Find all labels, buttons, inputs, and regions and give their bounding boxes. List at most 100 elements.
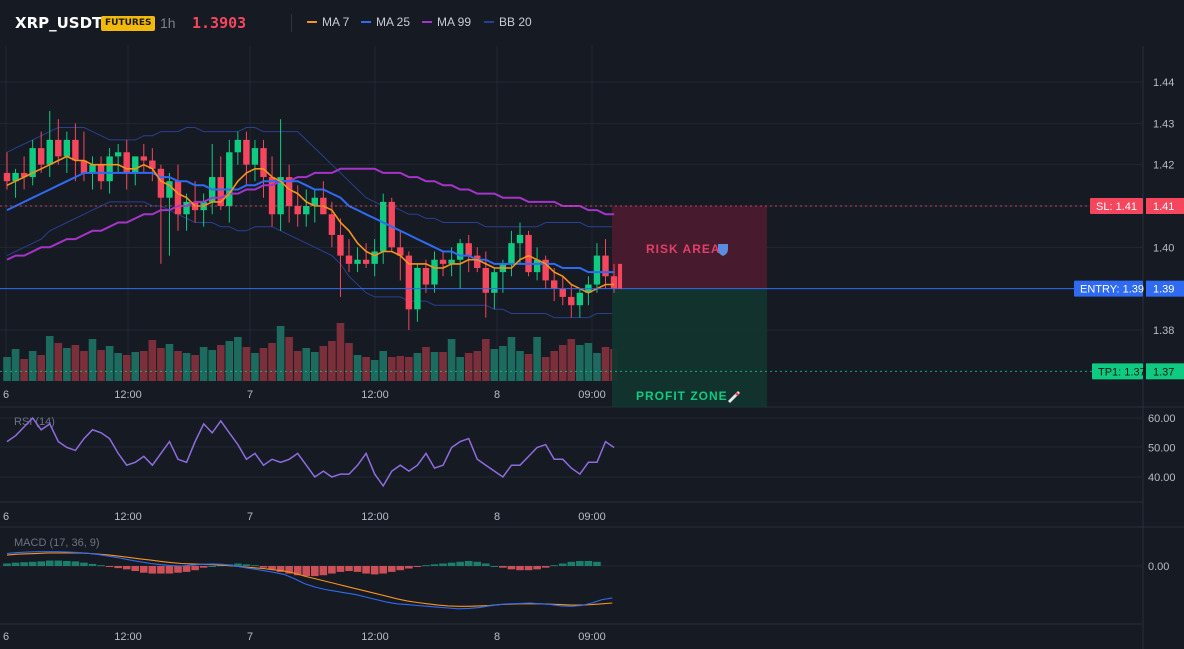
macd-histogram-bar — [593, 561, 601, 566]
rocket-window — [735, 392, 739, 396]
volume-bar — [140, 351, 148, 381]
time-tick-label: 6 — [3, 389, 9, 401]
candle-body — [371, 251, 378, 264]
volume-bar — [293, 351, 302, 381]
macd-histogram-bar — [353, 566, 362, 572]
volume-bar — [336, 323, 345, 381]
macd-histogram-bar — [45, 560, 54, 566]
rsi-tick-label: 50.00 — [1148, 443, 1176, 455]
macd-histogram-bar — [550, 565, 558, 567]
chart-header: XRP_USDT FUTURES 1h 1.3903 MA 7 MA 25 MA… — [0, 0, 1184, 46]
sl-label-bg — [1090, 198, 1143, 214]
volume-bar — [353, 355, 362, 381]
macd-histogram-bar — [20, 562, 28, 566]
candle-body — [12, 172, 19, 182]
volume-bar — [370, 360, 379, 381]
candle-body — [157, 168, 165, 198]
volume-bar — [447, 339, 456, 381]
axes: 1.38 1.39 1.40 1.41 1.42 1.43 1.44 6 12:00 7 12:00… — [3, 77, 1174, 643]
last-price: 1.3903 — [192, 14, 247, 32]
legend-bb20[interactable]: BB 20 — [484, 15, 532, 29]
macd-histogram-bar — [131, 566, 140, 572]
level-labels: SL: 1.41 1.41 ENTRY: 1.39 1.39 TP1: 1.37 1.37 — [618, 198, 1184, 380]
macd-histogram-bar — [11, 562, 20, 566]
macd-histogram-bar — [558, 563, 567, 566]
candle-body — [303, 206, 310, 215]
candle-body — [166, 181, 173, 198]
macd-histogram-bar — [524, 566, 533, 571]
candle-body — [234, 139, 242, 153]
candle-body — [268, 177, 276, 215]
rsi-line — [6, 416, 615, 488]
legend-ma99-swatch — [422, 21, 432, 23]
volume-bar — [191, 355, 199, 381]
time-tick-label: 09:00 — [578, 389, 606, 401]
candle-body — [345, 255, 353, 264]
macd-histogram-bar — [285, 566, 293, 574]
volume-bar — [105, 346, 114, 381]
candle-body — [29, 148, 36, 178]
legend-ma99[interactable]: MA 99 — [422, 15, 471, 29]
macd-histogram-bar — [182, 566, 191, 572]
current-price-marker — [618, 263, 623, 289]
futures-badge: FUTURES — [101, 16, 156, 31]
macd-histogram-bar — [482, 563, 490, 566]
candle-body — [226, 152, 233, 206]
macd-histogram-bar — [3, 563, 11, 566]
candle-body — [251, 148, 259, 165]
volume-bar — [114, 353, 122, 381]
macd-histogram-bar — [174, 566, 182, 573]
time-tick-label: 12:00 — [361, 389, 389, 401]
rsi-tick-label: 60.00 — [1148, 413, 1176, 425]
macd-histogram-bar — [208, 566, 216, 567]
rsi-pane: RSI (14) 60.00 50.00 40.00 — [6, 413, 1176, 488]
volume-bar — [387, 357, 396, 381]
candle-body — [3, 172, 11, 182]
volume-bar — [131, 352, 140, 381]
macd-line — [6, 551, 613, 610]
candle-body — [516, 234, 524, 244]
volume-bar — [259, 348, 268, 381]
candle-body — [20, 172, 28, 178]
candle-body — [362, 259, 370, 264]
candle-body — [474, 255, 481, 268]
entry-label-bg — [1074, 280, 1143, 297]
candle-body — [439, 259, 447, 264]
time-tick-label: 7 — [247, 511, 253, 523]
volume-bar — [234, 337, 242, 381]
volume-bar — [541, 357, 550, 381]
volume-bar — [242, 347, 251, 381]
volume-bar — [524, 354, 533, 381]
candle-body — [551, 280, 558, 289]
rsi-tick-label: 40.00 — [1148, 472, 1176, 484]
legend-ma25[interactable]: MA 25 — [361, 15, 410, 29]
tp-price-tag-bg — [1146, 363, 1184, 380]
candle-body — [559, 288, 566, 297]
risk-area-label: RISK AREA — [646, 242, 721, 256]
volume-bar — [550, 351, 558, 381]
volume-bar — [422, 347, 430, 381]
symbol-name[interactable]: XRP_USDT — [15, 14, 103, 32]
macd-histogram-bar — [362, 566, 370, 574]
candle-body — [456, 243, 464, 260]
macd-histogram-bar — [319, 566, 328, 576]
ma25-line — [6, 171, 615, 274]
volume-bar — [88, 339, 97, 381]
macd-pane: MACD (17, 36, 9) 0.00 — [3, 537, 1169, 610]
legend-ma7[interactable]: MA 7 — [307, 15, 349, 29]
candle-body — [63, 139, 71, 157]
volume-bar — [482, 339, 490, 381]
macd-histogram-bar — [268, 566, 276, 570]
timeframe-label[interactable]: 1h — [160, 15, 176, 31]
volume-bar — [182, 353, 191, 381]
macd-histogram-bar — [63, 560, 71, 566]
entry-price-tag-bg — [1146, 280, 1184, 297]
macd-histogram-bar — [464, 560, 473, 566]
tp-price-tag: 1.37 — [1153, 366, 1174, 378]
volume-bar — [405, 357, 413, 381]
macd-histogram-bar — [105, 566, 114, 567]
volume-bar — [362, 357, 370, 381]
ma99-line — [6, 167, 615, 261]
time-tick-label: 12:00 — [114, 389, 142, 401]
